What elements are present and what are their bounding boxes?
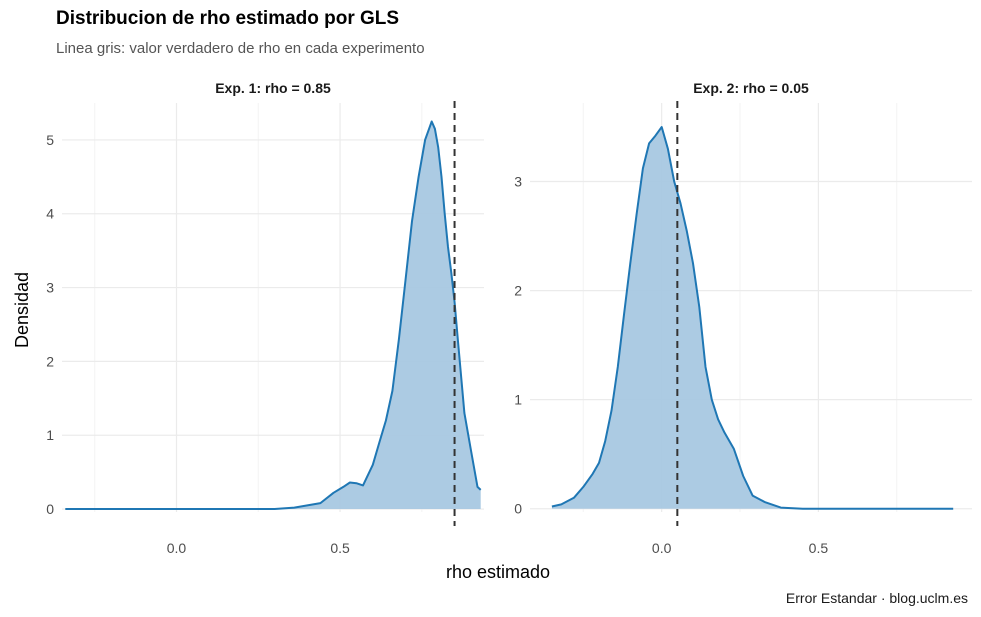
chart-subtitle: Linea gris: valor verdadero de rho en ca…	[56, 40, 425, 57]
x-tick-label: 0.5	[809, 540, 829, 556]
facet-strip-label: Exp. 2: rho = 0.05	[693, 80, 809, 96]
density-area	[551, 127, 954, 509]
y-tick-label: 1	[46, 427, 54, 443]
y-tick-label: 3	[46, 280, 54, 296]
y-tick-label: 1	[514, 392, 522, 408]
x-tick-label: 0.5	[330, 540, 350, 556]
y-tick-label: 0	[514, 501, 522, 517]
y-tick-label: 2	[514, 283, 522, 299]
facet-panel-1: Exp. 1: rho = 0.85 0 1 2 3 4 5 0.0 0.5	[46, 80, 484, 556]
x-tick-label: 0.0	[652, 540, 672, 556]
facet-strip-label: Exp. 1: rho = 0.85	[215, 80, 331, 96]
density-line	[551, 126, 954, 510]
chart-title: Distribucion de rho estimado por GLS	[56, 8, 400, 29]
chart-caption: Error Estandar · blog.uclm.es	[785, 590, 968, 606]
x-tick-label: 0.0	[167, 540, 187, 556]
x-axis-title: rho estimado	[446, 562, 550, 582]
y-tick-label: 2	[46, 353, 54, 369]
facet-panel-2: Exp. 2: rho = 0.05 0 1 2 3 0.0 0.5	[514, 80, 972, 556]
y-tick-label: 4	[46, 206, 54, 222]
density-line	[65, 120, 482, 510]
y-tick-label: 0	[46, 501, 54, 517]
y-tick-label: 3	[514, 174, 522, 190]
y-axis-title: Densidad	[12, 272, 32, 348]
y-tick-label: 5	[46, 132, 54, 148]
